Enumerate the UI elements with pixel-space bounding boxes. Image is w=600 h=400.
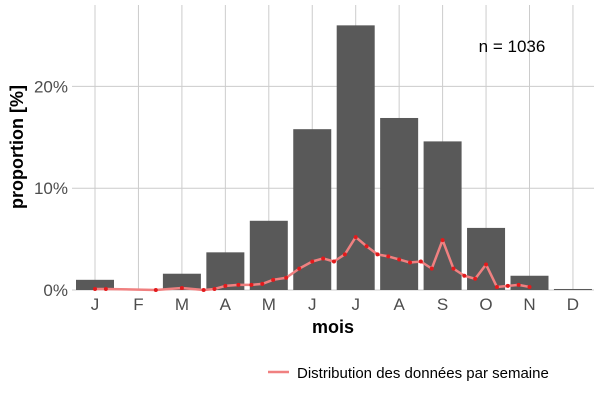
y-tick-labels: 0% 10% 20%	[34, 77, 68, 300]
x-tick-label: S	[437, 295, 448, 314]
weekly-line-path	[95, 235, 530, 292]
weekly-point-26	[440, 238, 445, 243]
weekly-point-28	[462, 273, 467, 278]
bars	[76, 25, 592, 290]
weekly-point-20	[375, 252, 380, 257]
weekly-point-32	[505, 283, 510, 288]
weekly-point-25	[429, 266, 434, 271]
weekly-point-23	[408, 260, 413, 265]
x-tick-label: A	[393, 295, 405, 314]
weekly-point-27	[451, 266, 456, 271]
weekly-point-1	[93, 286, 97, 291]
legend: Distribution des données par semaine	[268, 365, 549, 382]
bar-1	[76, 279, 114, 290]
weekly-point-14	[310, 259, 315, 264]
bar-12	[553, 288, 592, 290]
weekly-point-3	[153, 288, 158, 292]
weekly-point-22	[397, 257, 402, 262]
x-tick-label: J	[91, 295, 100, 314]
x-tick-label: O	[479, 295, 492, 314]
weekly-point-34	[527, 284, 532, 289]
weekly-point-13	[297, 266, 302, 271]
y-tick-label: 10%	[34, 179, 68, 198]
weekly-line	[93, 235, 532, 292]
weekly-point-12	[284, 275, 289, 280]
weekly-point-9	[249, 282, 254, 287]
weekly-point-30	[484, 262, 489, 267]
x-tick-label: D	[567, 295, 579, 314]
weekly-point-7	[223, 283, 228, 288]
weekly-point-4	[179, 285, 184, 290]
bar-7	[336, 25, 375, 290]
x-tick-label: N	[523, 295, 535, 314]
bar-6	[293, 129, 332, 290]
y-tick-label: 20%	[34, 77, 68, 96]
weekly-point-18	[353, 235, 358, 240]
weekly-point-19	[364, 244, 369, 249]
x-tick-label: M	[262, 295, 276, 314]
weekly-point-15	[321, 256, 326, 261]
y-tick-label: 0%	[43, 281, 68, 300]
weekly-point-8	[236, 282, 241, 287]
x-tick-label: J	[351, 295, 360, 314]
weekly-point-33	[516, 282, 521, 287]
sample-size-annotation: n = 1036	[479, 37, 546, 56]
weekly-point-5	[201, 288, 206, 292]
weekly-point-2	[103, 286, 108, 291]
weekly-point-21	[386, 254, 391, 259]
bar-8	[380, 117, 419, 290]
x-tick-label: F	[133, 295, 143, 314]
bar-3	[162, 273, 201, 290]
weekly-point-24	[418, 259, 423, 264]
y-axis-title: proportion [%]	[7, 85, 27, 209]
x-tick-label: A	[220, 295, 232, 314]
weekly-point-10	[260, 281, 265, 286]
x-tick-label: M	[175, 295, 189, 314]
bar-10	[467, 227, 506, 290]
legend-label: Distribution des données par semaine	[297, 365, 549, 382]
weekly-point-16	[331, 259, 336, 264]
weekly-point-11	[271, 277, 276, 282]
bar-9	[423, 141, 462, 290]
weekly-point-6	[212, 286, 217, 291]
x-axis-title: mois	[312, 317, 354, 337]
weekly-point-29	[473, 276, 478, 281]
weekly-point-17	[342, 252, 347, 257]
weekly-point-31	[494, 284, 499, 289]
x-tick-label: J	[308, 295, 317, 314]
